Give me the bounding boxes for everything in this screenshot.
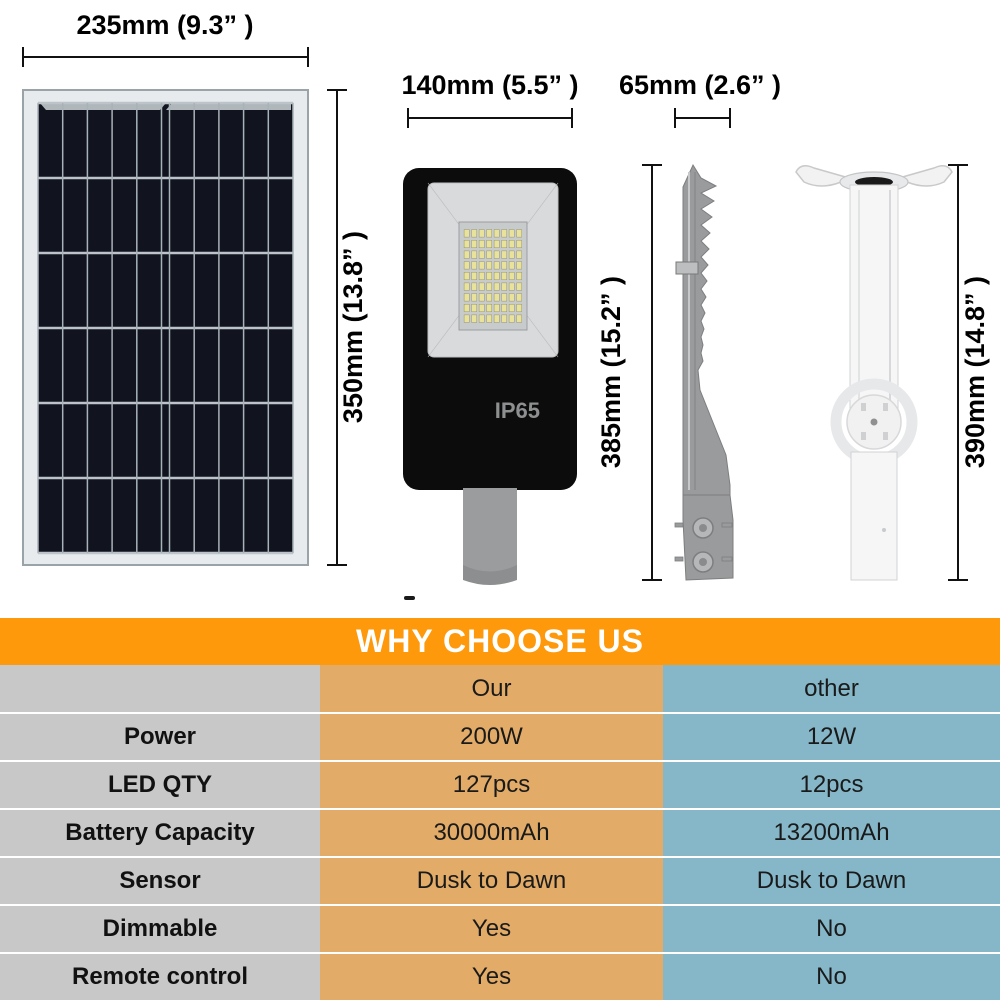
svg-text:IP65: IP65 (495, 398, 540, 423)
svg-text:235mm (9.3” ): 235mm (9.3” ) (76, 10, 253, 40)
svg-text:140mm (5.5” ): 140mm (5.5” ) (401, 70, 578, 100)
svg-text:390mm (14.8” ): 390mm (14.8” ) (960, 276, 990, 468)
svg-text:385mm (15.2” ): 385mm (15.2” ) (596, 276, 626, 468)
svg-text:65mm (2.6” ): 65mm (2.6” ) (619, 70, 781, 100)
svg-text:350mm (13.8” ): 350mm (13.8” ) (338, 231, 368, 423)
